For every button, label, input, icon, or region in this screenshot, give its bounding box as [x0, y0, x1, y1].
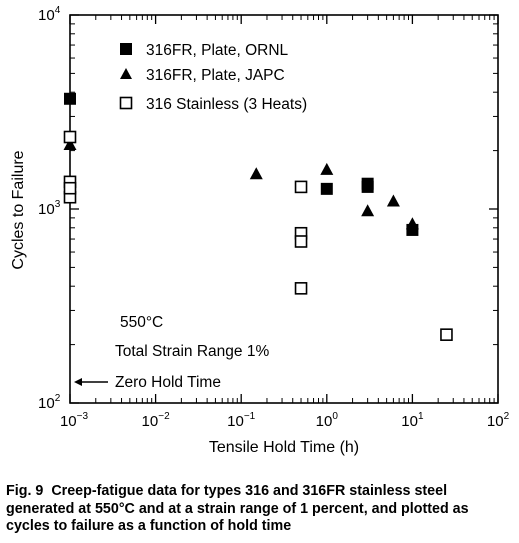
- legend-label-japc: 316FR, Plate, JAPC: [146, 67, 285, 84]
- legend-marker-316: [119, 96, 133, 110]
- legend-marker-ornl: [120, 43, 132, 55]
- x-axis-title: Tensile Hold Time (h): [209, 439, 359, 456]
- marker-316fr-japc: [386, 194, 400, 207]
- marker-316-stainless: [63, 181, 77, 195]
- temperature-note: 550°C: [120, 314, 163, 331]
- zero-hold-arrow: [74, 378, 108, 386]
- legend: 316FR, Plate, ORNL 316FR, Plate, JAPC 31…: [119, 42, 307, 113]
- marker-316fr-japc: [405, 217, 419, 230]
- y-tick-labels: 102 103 104: [38, 5, 61, 412]
- strain-range-note: Total Strain Range 1%: [115, 343, 269, 360]
- x-tick-label: 10−1: [227, 411, 256, 430]
- figure-caption: Fig. 9 Creep-fatigue data for types 316 a…: [6, 483, 516, 536]
- y-tick-label: 103: [38, 199, 61, 218]
- marker-316fr-japc: [361, 204, 375, 217]
- marker-316-stainless: [294, 282, 308, 295]
- x-tick-label: 10−3: [60, 411, 89, 430]
- marker-316-stainless: [63, 130, 77, 144]
- marker-316-stainless: [294, 180, 308, 194]
- zero-hold-note: Zero Hold Time: [115, 374, 221, 391]
- data-markers: [63, 92, 453, 341]
- x-tick-label: 100: [316, 411, 339, 430]
- legend-marker-japc: [120, 68, 132, 79]
- marker-316fr-japc: [63, 138, 77, 151]
- x-tick-labels: 10−3 10−2 10−1 100 101 102: [60, 411, 510, 430]
- y-tick-label: 104: [38, 5, 61, 24]
- caption-text: Creep-fatigue data for types 316 and 316…: [6, 483, 469, 534]
- x-tick-label: 10−2: [142, 411, 171, 430]
- y-axis-title: Cycles to Failure: [10, 150, 27, 269]
- tick-marks: [69, 14, 499, 404]
- marker-316fr-ornl: [361, 180, 374, 193]
- legend-label-316: 316 Stainless (3 Heats): [146, 96, 307, 113]
- marker-316-stainless: [294, 235, 308, 248]
- marker-316fr-ornl: [320, 182, 333, 195]
- legend-label-ornl: 316FR, Plate, ORNL: [146, 42, 289, 59]
- chart-figure: 10−3 10−2 10−1 100 101 102 102 103 104 316FR, P…: [10, 5, 510, 456]
- marker-316fr-japc: [320, 162, 334, 175]
- y-tick-label: 102: [38, 393, 61, 412]
- x-tick-label: 102: [487, 411, 510, 430]
- marker-316fr-ornl: [64, 92, 76, 105]
- marker-316fr-japc: [249, 167, 263, 180]
- caption-label: Fig. 9: [6, 483, 44, 499]
- marker-316-stainless: [440, 328, 453, 341]
- x-tick-label: 101: [401, 411, 424, 430]
